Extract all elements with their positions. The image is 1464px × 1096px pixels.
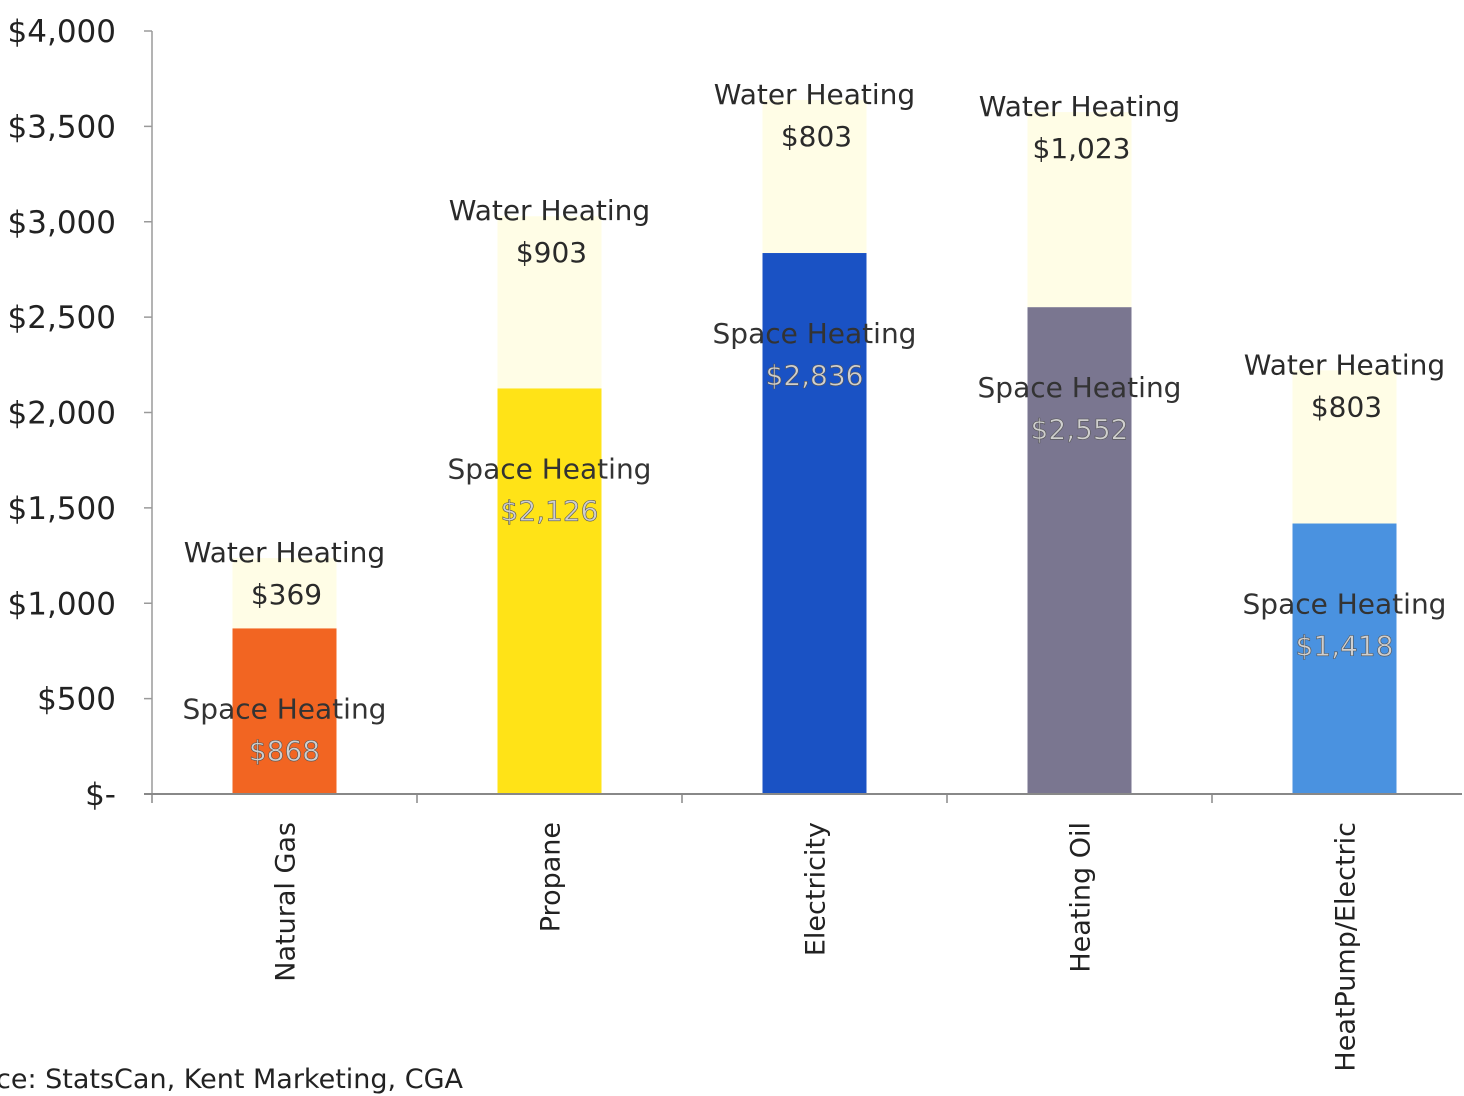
value-space-heating: $2,126 — [501, 494, 599, 527]
label-space-heating: Space Heating — [183, 692, 387, 725]
value-water-heating: $903 — [516, 236, 587, 269]
y-tick-label: $3,500 — [8, 109, 116, 145]
bar-space-heating — [1292, 523, 1397, 794]
y-tick-label: $2,000 — [8, 396, 116, 432]
value-water-heating: $369 — [251, 578, 322, 611]
label-water-heating: Water Heating — [714, 78, 915, 111]
x-category-label: Propane — [536, 822, 567, 932]
label-space-heating: Space Heating — [448, 452, 652, 485]
bar-water-heating — [232, 558, 337, 629]
label-water-heating: Water Heating — [979, 90, 1180, 123]
label-space-heating: Space Heating — [978, 371, 1182, 404]
segment-labels: Water Heating $369 Space Heating $868 Water … — [183, 78, 1447, 768]
value-space-heating: $2,552 — [1031, 413, 1129, 446]
bar-water-heating — [497, 216, 602, 389]
x-axis: Natural Gas Propane Electricity Heating Oil… — [144, 793, 1462, 1072]
label-water-heating: Water Heating — [184, 536, 385, 569]
x-category-label: Heating Oil — [1066, 822, 1097, 973]
bar-water-heating — [1292, 370, 1397, 524]
value-space-heating: $868 — [249, 734, 320, 767]
y-axis: $- $500 $1,000 $1,500 $2,000 $2,500 $3,000 $3,5… — [8, 14, 153, 813]
x-category-label: HeatPump/Electric — [1331, 822, 1362, 1072]
source-note: ce: StatsCan, Kent Marketing, CGA — [0, 1064, 463, 1095]
bar-space-heating — [762, 253, 867, 794]
x-category-label: Natural Gas — [271, 822, 302, 982]
y-tick-label: $- — [85, 777, 116, 813]
label-space-heating: Space Heating — [1243, 588, 1447, 621]
value-water-heating: $1,023 — [1033, 132, 1131, 165]
bars — [232, 99, 1397, 794]
y-tick-label: $4,000 — [8, 14, 116, 50]
y-tick-label: $1,000 — [8, 586, 116, 622]
y-tick-label: $1,500 — [8, 491, 116, 527]
bar-water-heating — [762, 99, 867, 254]
bar-water-heating — [1027, 112, 1132, 308]
value-space-heating: $1,418 — [1296, 630, 1394, 663]
label-space-heating: Space Heating — [713, 317, 917, 350]
value-space-heating: $2,836 — [766, 359, 864, 392]
label-water-heating: Water Heating — [1244, 348, 1445, 381]
label-water-heating: Water Heating — [449, 194, 650, 227]
y-tick-label: $2,500 — [8, 300, 116, 336]
x-category-label: Electricity — [801, 822, 832, 956]
bar-space-heating — [1027, 307, 1132, 794]
bar-space-heating — [232, 628, 337, 794]
value-water-heating: $803 — [781, 120, 852, 153]
value-water-heating: $803 — [1311, 390, 1382, 423]
bar-space-heating — [497, 388, 602, 794]
y-tick-label: $500 — [37, 682, 116, 718]
y-tick-label: $3,000 — [8, 205, 116, 241]
